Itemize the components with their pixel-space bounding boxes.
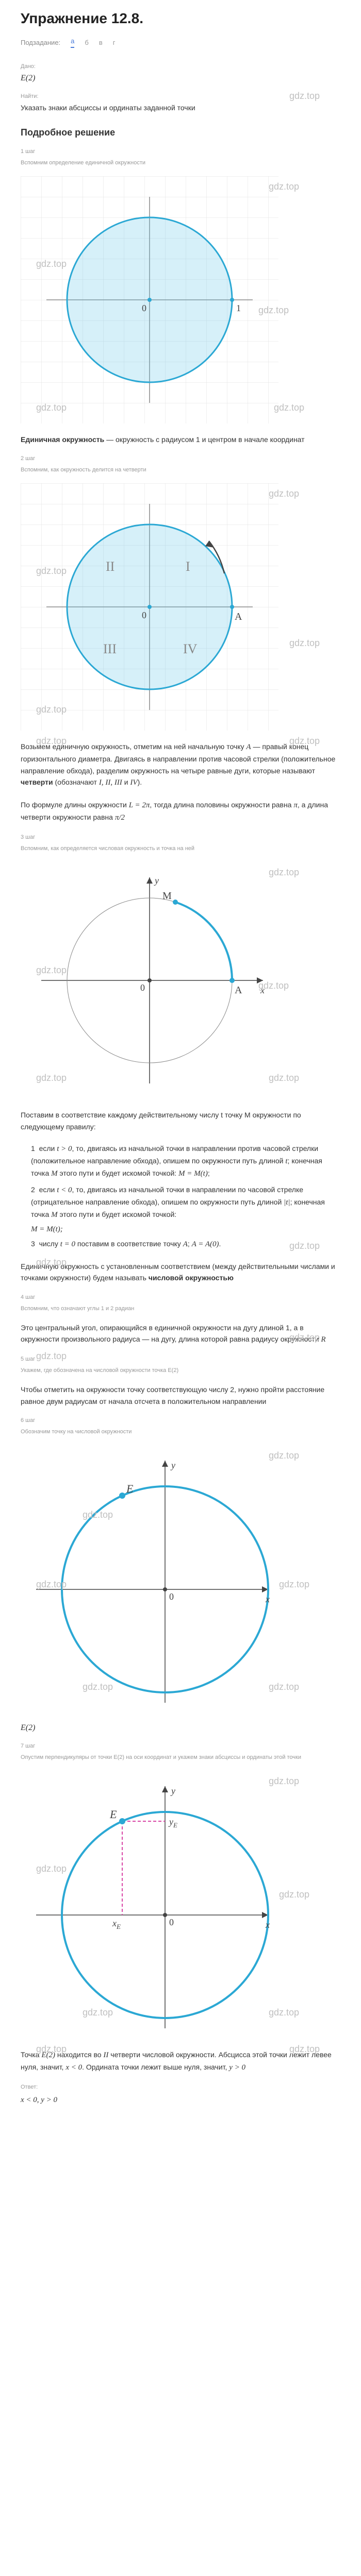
step2-caption2: По формуле длины окружности L = 2π, тогд… (21, 799, 340, 824)
svg-text:0: 0 (169, 1917, 174, 1927)
svg-text:y: y (170, 1460, 175, 1470)
watermark: gdz.top (289, 638, 320, 649)
svg-text:E: E (126, 1482, 134, 1495)
step7-instruction: Опустим перпендикуляры от точки E(2) на … (21, 1754, 340, 1760)
step1-caption: Единичная окружность — окружность с ради… (21, 434, 340, 445)
given-label: Дано: (21, 63, 340, 70)
given-formula: E(2) (21, 74, 340, 83)
step3-rule1: 1 если t > 0, то, двигаясь из начальной … (31, 1143, 340, 1180)
svg-text:IV: IV (183, 641, 198, 656)
subsection-label: Подзадание: (21, 39, 60, 46)
step7-text: Точка E(2) находится во II четверти числ… (21, 2049, 340, 2074)
answer-label: Ответ: (21, 2084, 340, 2090)
svg-text:0: 0 (142, 610, 146, 620)
step6-label: 6 шаг (21, 1417, 340, 1423)
step5-instruction: Укажем, где обозначена на числовой окруж… (21, 1367, 340, 1374)
svg-text:x: x (265, 1920, 270, 1930)
subsection-tabs: Подзадание: а б в г (21, 37, 340, 48)
svg-text:0: 0 (169, 1591, 174, 1602)
step3-rule3: 3 числу t = 0 поставим в соответствие то… (31, 1238, 340, 1250)
watermark: gdz.top (279, 1579, 309, 1590)
tab-a[interactable]: а (71, 37, 74, 48)
step2-instruction: Вспомним, как окружность делится на четв… (21, 467, 340, 473)
svg-text:y: y (170, 1786, 175, 1796)
diagram3-point-m: gdz.top gdz.top gdz.top gdz.top gdz.top … (21, 862, 340, 1099)
diagram1-unit-circle: gdz.top gdz.top gdz.top gdz.top gdz.top … (21, 176, 340, 423)
tab-b[interactable]: б (85, 39, 88, 46)
step7-label: 7 шаг (21, 1743, 340, 1749)
svg-text:y: y (154, 875, 159, 886)
exercise-title: Упражнение 12.8. (21, 10, 340, 27)
answer-formula: x < 0, y > 0 (21, 2095, 340, 2105)
svg-text:x: x (265, 1594, 270, 1604)
step1-label: 1 шаг (21, 148, 340, 155)
svg-text:II: II (106, 559, 114, 574)
e2-label: E(2) (21, 1723, 340, 1733)
step1-instruction: Вспомним определение единичной окружност… (21, 160, 340, 166)
svg-text:0: 0 (140, 982, 145, 993)
diagram2-quadrants: gdz.top gdz.top gdz.top gdz.top I II III… (21, 483, 340, 731)
diagram5-perpendiculars: gdz.top gdz.top gdz.top gdz.top gdz.top … (21, 1771, 340, 2039)
watermark: gdz.top (279, 1889, 309, 1900)
svg-text:1: 1 (236, 303, 241, 313)
step3-intro: Поставим в соответствие каждому действит… (21, 1109, 340, 1132)
step3-label: 3 шаг (21, 834, 340, 840)
step3-rule2: 2 если t < 0, то, двигаясь из начальной … (31, 1184, 340, 1221)
step3-rule2-formula: M = M(t); (31, 1225, 340, 1234)
step2-caption1: Возьмем единичную окружность, отметим на… (21, 741, 340, 789)
svg-text:yE: yE (168, 1817, 177, 1829)
solution-header: Подробное решение (21, 127, 340, 138)
step3-instruction: Вспомним, как определяется числовая окру… (21, 845, 340, 852)
svg-text:III: III (103, 641, 117, 656)
step6-instruction: Обозначим точку на числовой окружности (21, 1429, 340, 1435)
svg-text:M: M (162, 890, 172, 902)
step4-label: 4 шаг (21, 1294, 340, 1300)
step3-conclusion: Единичную окружность с установленным соо… (21, 1261, 340, 1284)
svg-text:A: A (235, 985, 242, 996)
step4-instruction: Вспомним, что означают углы 1 и 2 радиан (21, 1306, 340, 1312)
svg-text:x: x (260, 985, 265, 995)
step5-label: 5 шаг (21, 1356, 340, 1362)
tab-d[interactable]: г (113, 39, 116, 46)
svg-text:E: E (109, 1808, 117, 1821)
step5-text: Чтобы отметить на окружности точку соотв… (21, 1384, 340, 1407)
svg-text:I: I (186, 559, 190, 574)
task-text: Указать знаки абсциссы и ординаты заданн… (21, 104, 340, 112)
step4-text: Это центральный угол, опирающийся в един… (21, 1322, 340, 1346)
svg-text:A: A (235, 611, 242, 622)
tab-c[interactable]: в (99, 39, 103, 46)
step2-label: 2 шаг (21, 455, 340, 462)
svg-text:xE: xE (112, 1918, 121, 1930)
diagram4-point-e: gdz.top gdz.top gdz.top gdz.top gdz.top … (21, 1445, 340, 1713)
svg-text:0: 0 (142, 303, 146, 313)
task-label: Найти: (21, 93, 340, 99)
